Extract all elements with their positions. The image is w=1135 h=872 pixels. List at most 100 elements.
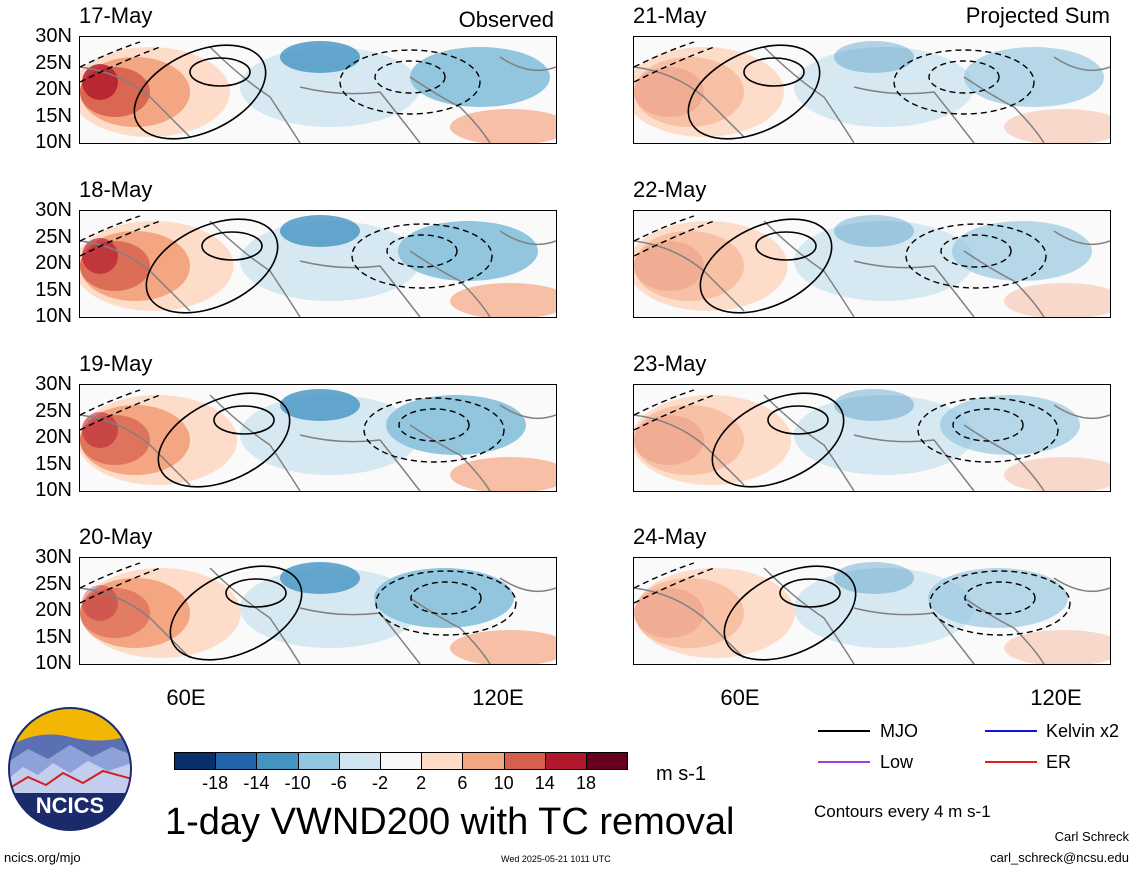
xtick-60e-right: 60E	[720, 685, 760, 710]
ytick-label: 25N	[35, 51, 72, 74]
mjo-positive-contour	[213, 405, 275, 435]
mjo-positive-contour	[723, 565, 857, 661]
xtick-120e-left: 120E	[472, 685, 524, 710]
mjo-positive-contour	[687, 44, 821, 140]
ytick-label: 30N	[35, 199, 72, 221]
mjo-negative-contour	[410, 581, 482, 615]
mjo-positive-contour	[743, 57, 805, 87]
neg-anomaly-fill	[964, 47, 1104, 107]
colorbar-tick-label: -2	[371, 773, 388, 793]
map-panel-20-may	[79, 557, 557, 665]
mjo-positive-contour	[157, 392, 291, 488]
footer-email: carl_schreck@ncsu.edu	[990, 850, 1129, 865]
mjo-negative-contour	[634, 215, 715, 257]
map-panel-17-may	[79, 36, 557, 144]
pos-anomaly-fill	[1004, 457, 1110, 491]
contour-interval-note: Contours every 4 m s-1	[814, 802, 991, 821]
neg-anomaly-fill	[410, 47, 550, 107]
map-panel-24-may	[633, 557, 1111, 665]
mjo-positive-contour	[767, 405, 829, 435]
mjo-negative-contour	[398, 408, 470, 442]
mjo-negative-contour	[363, 397, 505, 463]
neg-anomaly-fill	[280, 562, 360, 594]
mjo-negative-contour	[893, 49, 1035, 115]
ytick-label: 20N	[35, 426, 72, 448]
panel-date-label: 21-May	[633, 3, 707, 28]
ytick-label: 20N	[35, 599, 72, 621]
colorbar-tick-label: 18	[575, 773, 597, 793]
colorbar-segment	[503, 752, 546, 770]
colorbar-segment	[544, 752, 587, 770]
mjo-negative-contour	[375, 570, 517, 636]
pos-anomaly-fill	[634, 67, 704, 117]
map-panel-22-may	[633, 210, 1111, 318]
mjo-positive-contour	[699, 218, 833, 314]
pos-anomaly-fill	[1004, 109, 1110, 143]
ytick-label: 15N	[35, 104, 72, 127]
map-panel-21-may	[633, 36, 1111, 144]
neg-anomaly-fill	[834, 389, 914, 421]
er-legend-label: ER	[1046, 752, 1072, 772]
colorbar-tick-label: -18	[202, 773, 229, 793]
neg-anomaly-fill	[952, 221, 1092, 281]
panel-date-label: 23-May	[633, 351, 707, 376]
colorbar-segment	[462, 752, 505, 770]
ytick-label: 15N	[35, 625, 72, 648]
neg-anomaly-fill	[280, 41, 360, 73]
pos-anomaly-fill	[634, 415, 704, 465]
mjo-positive-contour	[225, 578, 287, 608]
mjo-positive-contour	[779, 578, 841, 608]
pos-anomaly-fill	[450, 630, 556, 664]
mjo-negative-contour	[634, 41, 715, 83]
panel-date-label: 24-May	[633, 524, 707, 549]
kelvin-legend-label: Kelvin x2	[1046, 721, 1120, 741]
ytick-label: 20N	[35, 252, 72, 274]
ytick-label: 25N	[35, 225, 72, 248]
neg-anomaly-fill	[940, 395, 1080, 455]
mjo-negative-contour	[929, 570, 1071, 636]
ytick-label: 30N	[35, 373, 72, 395]
map-panel-18-may	[79, 210, 557, 318]
neg-anomaly-fill	[794, 395, 974, 475]
mjo-legend-line	[818, 730, 870, 732]
colorbar-tick-label: -6	[330, 773, 347, 793]
pos-anomaly-fill	[80, 588, 150, 638]
mjo-positive-contour	[133, 44, 267, 140]
mjo-negative-contour	[80, 215, 161, 257]
neg-anomaly-fill	[240, 221, 420, 301]
mjo-negative-contour	[80, 389, 161, 431]
neg-anomaly-fill	[240, 47, 420, 127]
colorbar-tick-label: 6	[457, 773, 468, 793]
mjo-negative-contour	[339, 49, 481, 115]
mjo-positive-contour	[189, 57, 251, 87]
pos-anomaly-fill	[450, 283, 556, 317]
colorbar-segment	[215, 752, 258, 770]
pos-anomaly-fill	[82, 412, 118, 448]
colorbar-tick-label: 2	[416, 773, 427, 793]
panel-date-label: 19-May	[79, 351, 153, 376]
mjo-positive-contour	[169, 565, 303, 661]
colorbar-segment	[380, 752, 423, 770]
colorbar-segment	[421, 752, 464, 770]
panel-date-label: 18-May	[79, 177, 153, 202]
coastline	[80, 394, 556, 491]
neg-anomaly-fill	[928, 568, 1068, 628]
panel-date-label: 22-May	[633, 177, 707, 202]
logo-text: NCICS	[36, 793, 104, 818]
ytick-label: 10N	[35, 652, 72, 674]
footer-author: Carl Schreck	[1054, 829, 1129, 844]
pos-anomaly-fill	[82, 64, 118, 100]
ytick-label: 25N	[35, 572, 72, 595]
mjo-negative-contour	[634, 562, 715, 604]
coastline	[80, 46, 556, 143]
neg-anomaly-fill	[834, 562, 914, 594]
projected-sum-header: Projected Sum	[965, 3, 1110, 28]
mjo-negative-contour	[928, 60, 1000, 94]
mjo-negative-contour	[634, 389, 715, 431]
pos-anomaly-fill	[1004, 630, 1110, 664]
mjo-positive-contour	[201, 231, 263, 261]
neg-anomaly-fill	[240, 395, 420, 475]
mjo-negative-contour	[964, 581, 1036, 615]
ytick-label: 20N	[35, 78, 72, 100]
ytick-label: 10N	[35, 479, 72, 501]
